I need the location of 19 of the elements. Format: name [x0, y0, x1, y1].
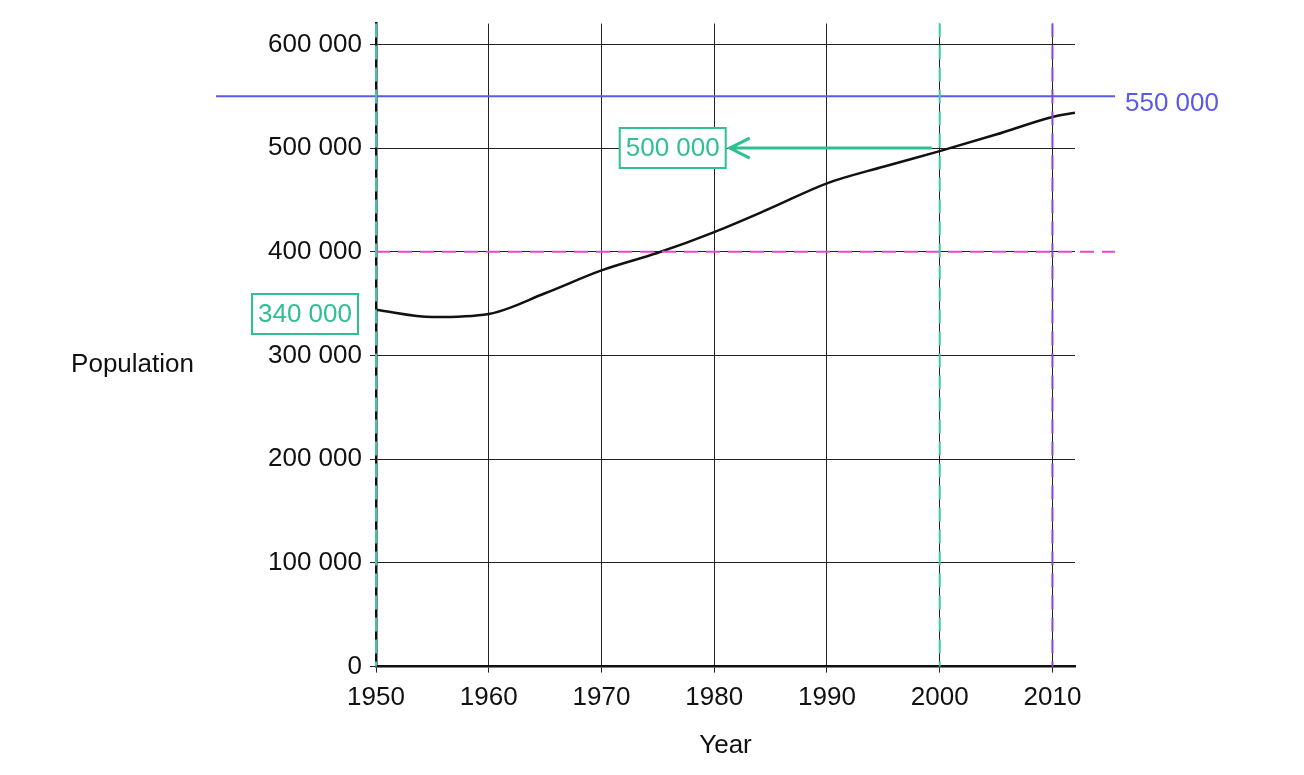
- x-tick-label: 1980: [685, 681, 744, 712]
- y-tick-label: 0: [347, 649, 362, 680]
- y-tick-label: 400 000: [268, 234, 362, 265]
- x-tick-label: 1960: [459, 681, 518, 712]
- x-tick-label: 1950: [347, 681, 405, 712]
- annotation: 500 000: [625, 132, 720, 163]
- y-axis-title: Population: [71, 348, 194, 379]
- y-tick-label: 100 000: [268, 546, 362, 577]
- ref-line-label: 550 000: [1125, 87, 1219, 118]
- y-tick-label: 500 000: [268, 131, 362, 162]
- x-axis-title: Year: [699, 728, 753, 759]
- y-tick-label: 300 000: [268, 338, 362, 369]
- y-tick-label: 600 000: [268, 27, 362, 58]
- x-tick-label: 2010: [1023, 681, 1082, 712]
- x-tick-label: 1970: [572, 681, 631, 712]
- x-tick-label: 2000: [910, 681, 969, 712]
- y-tick-label: 200 000: [268, 442, 362, 473]
- annotation: 340 000: [258, 298, 352, 329]
- x-tick-label: 1990: [798, 681, 856, 712]
